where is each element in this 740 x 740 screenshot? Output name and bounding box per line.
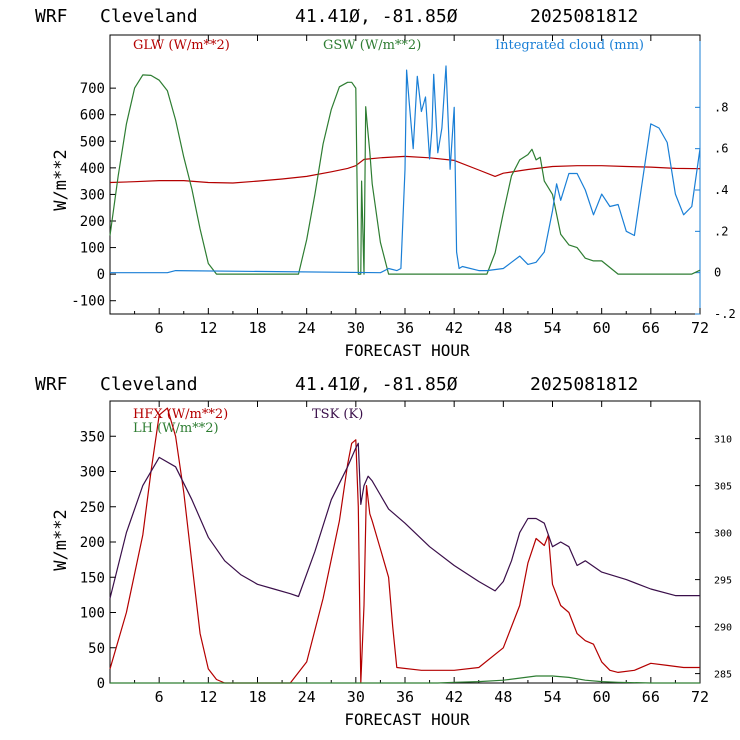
x-tick-label: 24 [298, 688, 316, 706]
y-tick-label: 200 [80, 214, 105, 230]
x-tick-label: 30 [347, 688, 365, 706]
header-run: 2025081812 [530, 6, 638, 27]
y2-tick-label: .2 [714, 224, 728, 238]
y-tick-label: 150 [80, 570, 105, 586]
y-tick-label: 0 [97, 267, 105, 283]
y-tick-label: 0 [97, 676, 105, 692]
header-location: Cleveland [100, 374, 198, 395]
x-tick-label: 42 [445, 688, 463, 706]
header-coords: 41.41Ø, -81.85Ø [295, 374, 458, 395]
x-tick-label: 36 [396, 319, 414, 337]
y-tick-label: 300 [80, 465, 105, 481]
legend-hfx: HFX (W/m**2) [133, 407, 228, 422]
panel-2-ticks: 6 12 18 24 30 36 42 48 54 60 66 72 0 50 100 150 200 250 30… [80, 401, 732, 706]
x-tick-label: 54 [543, 688, 561, 706]
series-line-integrated [110, 65, 701, 274]
x-tick-label: 18 [248, 319, 266, 337]
series-line-hfx [109, 407, 700, 684]
x-tick-label: 48 [494, 319, 512, 337]
header-model: WRF [35, 374, 68, 395]
x-tick-label: 12 [199, 688, 217, 706]
panel-2-legend: HFX (W/m**2) LH (W/m**2) TSK (K) [133, 407, 363, 436]
header-location: Cleveland [100, 6, 198, 27]
x-tick-label: 66 [642, 319, 660, 337]
y2-tick-label: 305 [714, 482, 732, 493]
panel-2-series [109, 407, 700, 684]
panel-1-ylabel: W/m**2 [51, 149, 71, 210]
series-line-gsw [109, 74, 701, 275]
panel-1: WRF Cleveland 41.41Ø, -81.85Ø 2025081812… [35, 6, 736, 360]
y2-tick-label: 285 [714, 670, 732, 681]
panel-2: WRF Cleveland 41.41Ø, -81.85Ø 2025081812… [35, 374, 732, 729]
y-tick-label: 100 [80, 606, 105, 622]
y2-tick-label: 290 [714, 623, 732, 634]
panel-1-header: WRF Cleveland 41.41Ø, -81.85Ø 2025081812 [35, 6, 638, 27]
y-tick-label: -100 [71, 294, 105, 310]
y2-tick-label: -.2 [714, 307, 736, 321]
y2-tick-label: 295 [714, 576, 732, 587]
legend-tsk: TSK (K) [312, 407, 363, 422]
y2-tick-label: .8 [714, 100, 728, 114]
x-tick-label: 54 [543, 319, 561, 337]
x-tick-label: 48 [494, 688, 512, 706]
y-tick-label: 600 [80, 108, 105, 124]
legend-lh: LH (W/m**2) [133, 421, 219, 436]
x-tick-label: 72 [691, 688, 709, 706]
y-tick-label: 350 [80, 429, 105, 445]
x-tick-label: 24 [298, 319, 316, 337]
y-tick-label: 200 [80, 535, 105, 551]
x-tick-label: 72 [691, 319, 709, 337]
series-line-lh [110, 675, 700, 684]
x-tick-label: 12 [199, 319, 217, 337]
series-line-glw [109, 155, 701, 184]
x-tick-label: 42 [445, 319, 463, 337]
x-tick-label: 18 [248, 688, 266, 706]
x-tick-label: 60 [593, 319, 611, 337]
y2-tick-label: .4 [714, 183, 728, 197]
legend-glw: GLW (W/m**2) [133, 38, 230, 53]
y-tick-label: 300 [80, 187, 105, 203]
legend-gsw: GSW (W/m**2) [323, 38, 421, 53]
x-tick-label: 6 [155, 688, 164, 706]
x-tick-label: 60 [593, 688, 611, 706]
panel-1-series [109, 65, 701, 275]
y-tick-label: 100 [80, 241, 105, 257]
x-tick-label: 66 [642, 688, 660, 706]
panel-2-ylabel: W/m**2 [51, 509, 71, 570]
panel-2-xlabel: FORECAST HOUR [344, 710, 470, 729]
y2-tick-label: 310 [714, 435, 732, 446]
header-model: WRF [35, 6, 68, 27]
panel-1-ticks: 6 12 18 24 30 36 42 48 54 60 66 72 -100 0 100 200 300 400… [71, 35, 736, 337]
y-tick-label: 400 [80, 161, 105, 177]
panel-1-legend: GLW (W/m**2) GSW (W/m**2) Integrated clo… [133, 38, 644, 53]
x-tick-label: 6 [155, 319, 164, 337]
y-tick-label: 700 [80, 81, 105, 97]
panel-2-header: WRF Cleveland 41.41Ø, -81.85Ø 2025081812 [35, 374, 638, 395]
y-tick-label: 500 [80, 134, 105, 150]
legend-cloud: Integrated cloud (mm) [495, 38, 644, 53]
y2-tick-label: 300 [714, 529, 732, 540]
y2-tick-label: .6 [714, 142, 728, 156]
panel-1-xlabel: FORECAST HOUR [344, 341, 470, 360]
header-run: 2025081812 [530, 374, 638, 395]
x-tick-label: 30 [347, 319, 365, 337]
y2-tick-label: 0 [714, 266, 721, 280]
y-tick-label: 250 [80, 500, 105, 516]
header-coords: 41.41Ø, -81.85Ø [295, 6, 458, 27]
x-tick-label: 36 [396, 688, 414, 706]
series-line-tsk [109, 442, 700, 599]
y-tick-label: 50 [88, 641, 105, 657]
